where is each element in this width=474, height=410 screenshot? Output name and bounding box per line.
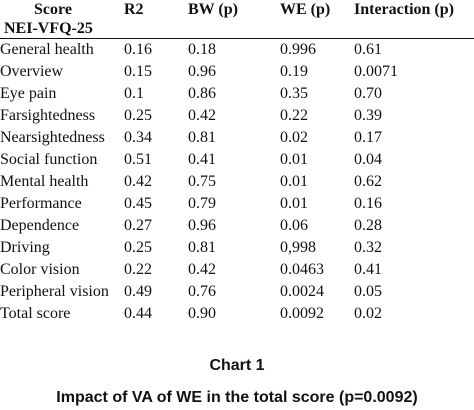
cell-bw: 0.18 xyxy=(188,41,216,58)
cell-r2: 0.16 xyxy=(124,41,152,58)
cell-bw: 0.90 xyxy=(188,305,216,322)
cell-interaction: 0.70 xyxy=(354,85,382,102)
table-row: Peripheral vision 0.49 0.76 0.0024 0.05 xyxy=(0,281,474,303)
cell-r2: 0.49 xyxy=(124,283,152,300)
table-row: Color vision 0.22 0.42 0.0463 0.41 xyxy=(0,259,474,281)
caption-subtitle: Impact of VA of WE in the total score (p… xyxy=(56,389,418,406)
results-table: Score NEI-VFQ-25 R2 BW (p) WE (p) Intera… xyxy=(0,0,474,326)
row-label: Farsightedness xyxy=(0,107,96,124)
cell-we: 0.0463 xyxy=(280,261,324,278)
row-label: Social function xyxy=(0,151,98,168)
cell-we: 0.35 xyxy=(280,85,308,102)
cell-bw: 0.41 xyxy=(188,151,216,168)
table-header: Score NEI-VFQ-25 R2 BW (p) WE (p) Intera… xyxy=(0,0,474,39)
cell-r2: 0.42 xyxy=(124,173,152,190)
row-label: Peripheral vision xyxy=(0,283,109,300)
header-measure-label: NEI-VFQ-25 xyxy=(4,20,93,37)
cell-we: 0.01 xyxy=(280,195,308,212)
table-row: Overview 0.15 0.96 0.19 0.0071 xyxy=(0,61,474,83)
cell-r2: 0.15 xyxy=(124,63,152,80)
header-we: WE (p) xyxy=(280,0,354,39)
cell-bw: 0.42 xyxy=(188,261,216,278)
cell-bw: 0.76 xyxy=(188,283,216,300)
cell-we: 0.22 xyxy=(280,107,308,124)
cell-interaction: 0.39 xyxy=(354,107,382,124)
cell-we: 0.19 xyxy=(280,63,308,80)
table-row: Nearsightedness 0.34 0.81 0.02 0.17 xyxy=(0,127,474,149)
header-interaction: Interaction (p) xyxy=(354,0,474,39)
header-row: Score NEI-VFQ-25 R2 BW (p) WE (p) Intera… xyxy=(0,0,474,39)
header-score-cell: Score NEI-VFQ-25 xyxy=(0,0,124,39)
cell-interaction: 0.04 xyxy=(354,151,382,168)
table-row: Total score 0.44 0.90 0.0092 0.02 xyxy=(0,303,474,325)
cell-interaction: 0.16 xyxy=(354,195,382,212)
cell-r2: 0.44 xyxy=(124,305,152,322)
table-row: Dependence 0.27 0.96 0.06 0.28 xyxy=(0,215,474,237)
header-bw: BW (p) xyxy=(188,0,280,39)
cell-r2: 0.1 xyxy=(124,85,144,102)
cell-bw: 0.81 xyxy=(188,129,216,146)
cell-r2: 0.34 xyxy=(124,129,152,146)
cell-bw: 0.81 xyxy=(188,239,216,256)
cell-we: 0.01 xyxy=(280,173,308,190)
cell-we: 0.0092 xyxy=(280,305,324,322)
table-row: Farsightedness 0.25 0.42 0.22 0.39 xyxy=(0,105,474,127)
cell-we: 0.06 xyxy=(280,217,308,234)
cell-interaction: 0.61 xyxy=(354,41,382,58)
cell-interaction: 0.28 xyxy=(354,217,382,234)
cell-r2: 0.25 xyxy=(124,107,152,124)
cell-bw: 0.96 xyxy=(188,63,216,80)
cell-we: 0.01 xyxy=(280,151,308,168)
cell-interaction: 0.02 xyxy=(354,305,382,322)
table-row: Eye pain 0.1 0.86 0.35 0.70 xyxy=(0,83,474,105)
cell-we: 0.0024 xyxy=(280,283,324,300)
caption-title: Chart 1 xyxy=(209,357,265,374)
row-label: Mental health xyxy=(0,173,89,190)
header-score-label: Score xyxy=(34,1,72,18)
table-row: Mental health 0.42 0.75 0.01 0.62 xyxy=(0,171,474,193)
cell-interaction: 0.17 xyxy=(354,129,382,146)
row-label: General health xyxy=(0,41,94,58)
cell-r2: 0.25 xyxy=(124,239,152,256)
cell-we: 0.02 xyxy=(280,129,308,146)
row-label: Dependence xyxy=(0,217,80,234)
table-row: Performance 0.45 0.79 0.01 0.16 xyxy=(0,193,474,215)
cell-interaction: 0.05 xyxy=(354,283,382,300)
table-row: Driving 0.25 0.81 0,998 0.32 xyxy=(0,237,474,259)
cell-r2: 0.22 xyxy=(124,261,152,278)
row-label: Total score xyxy=(0,305,71,322)
row-label: Overview xyxy=(0,63,64,80)
cell-we: 0,998 xyxy=(280,239,316,256)
cell-bw: 0.79 xyxy=(188,195,216,212)
table-row: Social function 0.51 0.41 0.01 0.04 xyxy=(0,149,474,171)
cell-bw: 0.86 xyxy=(188,85,216,102)
table-body: General health 0.16 0.18 0.996 0.61 Overview 0… xyxy=(0,39,474,326)
cell-interaction: 0.41 xyxy=(354,261,382,278)
cell-we: 0.996 xyxy=(280,41,316,58)
row-label: Nearsightedness xyxy=(0,129,105,146)
header-r2: R2 xyxy=(124,0,188,39)
row-label: Eye pain xyxy=(0,85,57,102)
row-label: Color vision xyxy=(0,261,80,278)
cell-bw: 0.96 xyxy=(188,217,216,234)
cell-interaction: 0.62 xyxy=(354,173,382,190)
cell-interaction: 0.0071 xyxy=(354,63,398,80)
cell-r2: 0.27 xyxy=(124,217,152,234)
cell-bw: 0.75 xyxy=(188,173,216,190)
row-label: Performance xyxy=(0,195,82,212)
cell-interaction: 0.32 xyxy=(354,239,382,256)
cell-bw: 0.42 xyxy=(188,107,216,124)
cell-r2: 0.51 xyxy=(124,151,152,168)
table-row: General health 0.16 0.18 0.996 0.61 xyxy=(0,39,474,62)
cell-r2: 0.45 xyxy=(124,195,152,212)
row-label: Driving xyxy=(0,239,50,256)
